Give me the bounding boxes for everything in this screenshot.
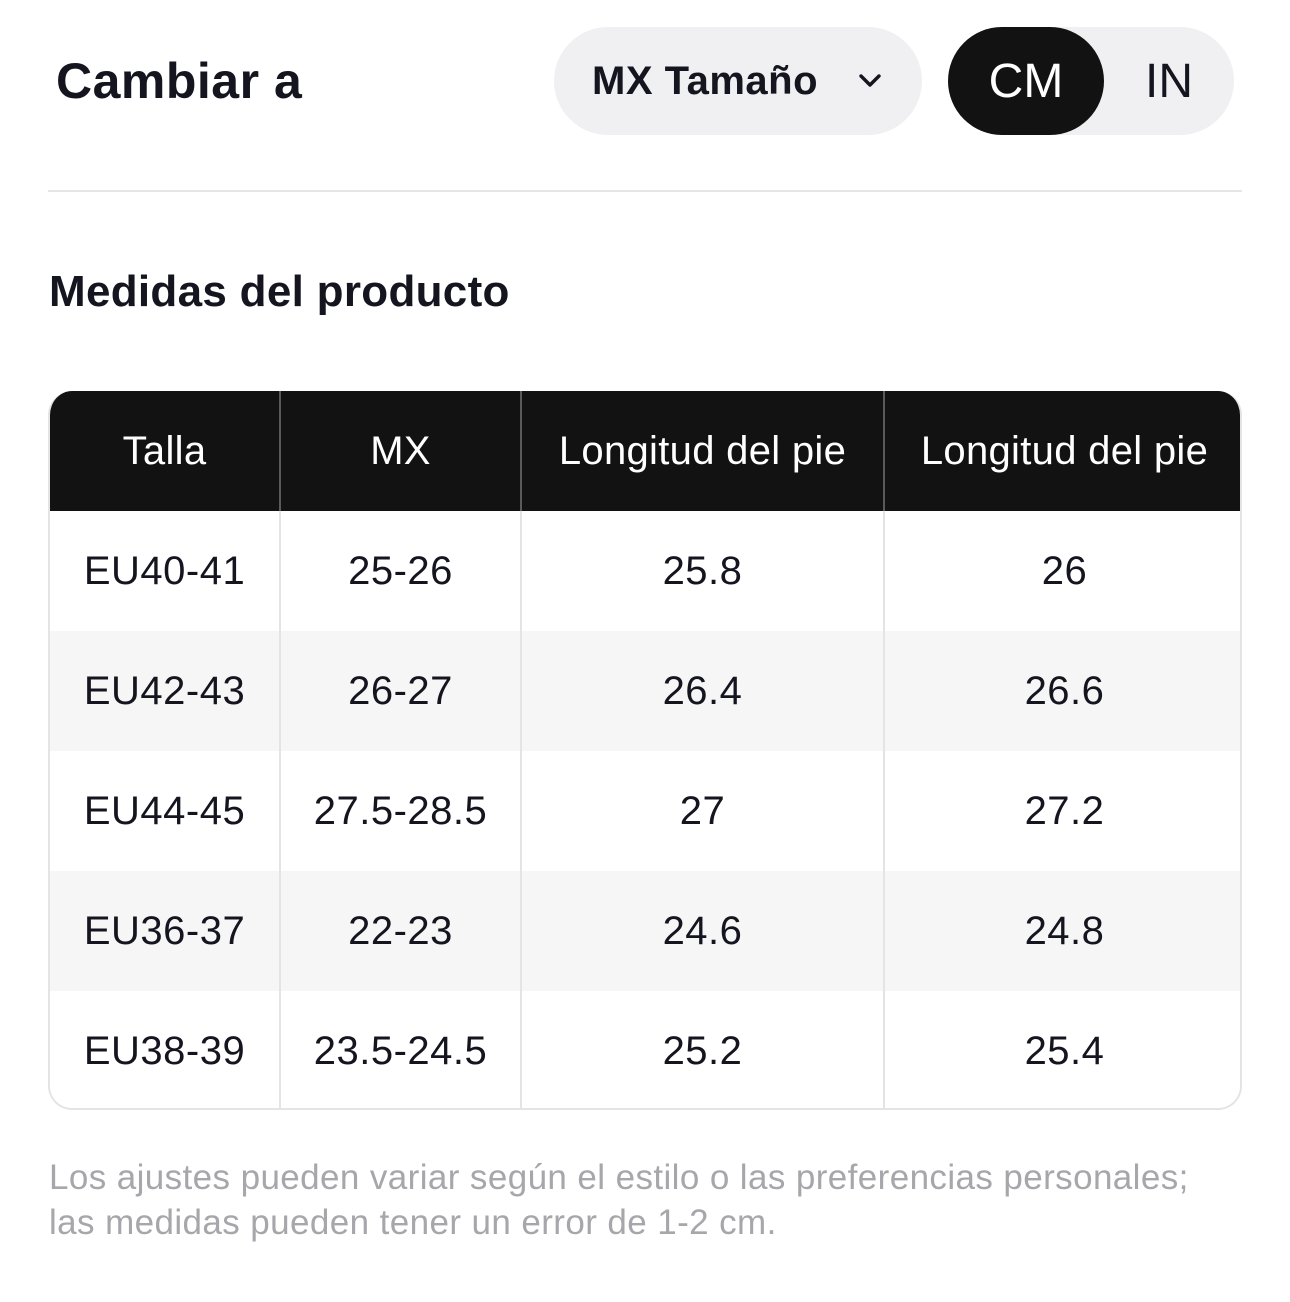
table-cell: 27.2 xyxy=(1024,788,1105,833)
table-cell: 26 xyxy=(1041,548,1088,593)
table-cell: 26-27 xyxy=(281,631,522,751)
table-cell: 27 xyxy=(522,751,885,871)
column-header-foot-length: Longitud del pie xyxy=(522,391,885,511)
table-row: EU44-45 27.5-28.5 27 27.2 xyxy=(50,751,1240,871)
table-cell: 26.6 xyxy=(1024,668,1105,713)
table-cell: 23.5-24.5 xyxy=(281,991,522,1108)
table-cell: 25-26 xyxy=(281,511,522,631)
column-header-mx: MX xyxy=(281,391,522,511)
fit-disclaimer: Los ajustes pueden variar según el estil… xyxy=(49,1158,1189,1242)
section-title: Medidas del producto xyxy=(49,267,510,316)
table-cell: 25.8 xyxy=(522,511,885,631)
table-cell: EU42-43 xyxy=(50,631,281,751)
table-cell: 27.5-28.5 xyxy=(281,751,522,871)
table-cell: 24.6 xyxy=(522,871,885,991)
unit-toggle: CM IN xyxy=(948,27,1234,135)
table-row: EU40-41 25-26 25.8 26 xyxy=(50,511,1240,631)
size-system-dropdown[interactable]: MX Tamaño xyxy=(554,27,922,135)
table-row: EU42-43 26-27 26.4 26.6 xyxy=(50,631,1240,751)
size-table: Talla MX Longitud del pie Longitud del p… xyxy=(48,391,1242,1110)
divider xyxy=(48,190,1242,192)
change-to-label: Cambiar a xyxy=(56,53,303,109)
table-cell: 25.2 xyxy=(522,991,885,1108)
chevron-down-icon xyxy=(859,74,881,87)
table-cell: EU36-37 xyxy=(50,871,281,991)
unit-option-in[interactable]: IN xyxy=(1145,54,1193,108)
table-cell: EU44-45 xyxy=(50,751,281,871)
top-bar: Cambiar a MX Tamaño CM IN xyxy=(0,0,1290,190)
table-body: EU40-41 25-26 25.8 26 EU42-43 26-27 26.4… xyxy=(50,511,1240,1108)
table-cell: 24.8 xyxy=(1024,908,1105,953)
table-cell: EU38-39 xyxy=(50,991,281,1108)
table-row: EU38-39 23.5-24.5 25.2 25.4 xyxy=(50,991,1240,1108)
size-system-selected: MX Tamaño xyxy=(592,58,819,103)
table-header-row: Talla MX Longitud del pie Longitud del p… xyxy=(50,391,1240,511)
table-cell: 22-23 xyxy=(281,871,522,991)
table-row: EU36-37 22-23 24.6 24.8 xyxy=(50,871,1240,991)
column-header-talla: Talla xyxy=(50,391,281,511)
table-cell: 25.4 xyxy=(1024,1028,1105,1073)
column-header-foot-length-2: Longitud del pie xyxy=(920,428,1209,473)
table-cell: EU40-41 xyxy=(50,511,281,631)
table-cell: 26.4 xyxy=(522,631,885,751)
unit-option-cm[interactable]: CM xyxy=(948,27,1104,135)
